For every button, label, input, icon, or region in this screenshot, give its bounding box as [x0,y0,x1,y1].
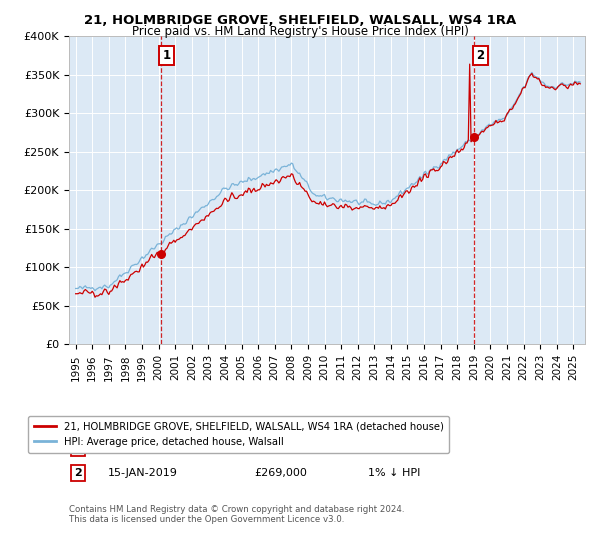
Text: 1% ↓ HPI: 1% ↓ HPI [368,468,421,478]
Text: Price paid vs. HM Land Registry's House Price Index (HPI): Price paid vs. HM Land Registry's House … [131,25,469,38]
Text: Contains HM Land Registry data © Crown copyright and database right 2024.
This d: Contains HM Land Registry data © Crown c… [69,505,404,524]
Text: 15-JAN-2019: 15-JAN-2019 [108,468,178,478]
Legend: 21, HOLMBRIDGE GROVE, SHELFIELD, WALSALL, WS4 1RA (detached house), HPI: Average: 21, HOLMBRIDGE GROVE, SHELFIELD, WALSALL… [28,416,449,452]
Text: 21, HOLMBRIDGE GROVE, SHELFIELD, WALSALL, WS4 1RA: 21, HOLMBRIDGE GROVE, SHELFIELD, WALSALL… [84,14,516,27]
Text: 1: 1 [74,442,82,452]
Text: 1: 1 [163,49,170,62]
Text: 25-FEB-2000: 25-FEB-2000 [108,442,179,452]
Text: 2: 2 [476,49,484,62]
Text: 25% ↑ HPI: 25% ↑ HPI [368,442,428,452]
Text: £269,000: £269,000 [255,468,308,478]
Text: 2: 2 [74,468,82,478]
Text: £117,950: £117,950 [255,442,308,452]
